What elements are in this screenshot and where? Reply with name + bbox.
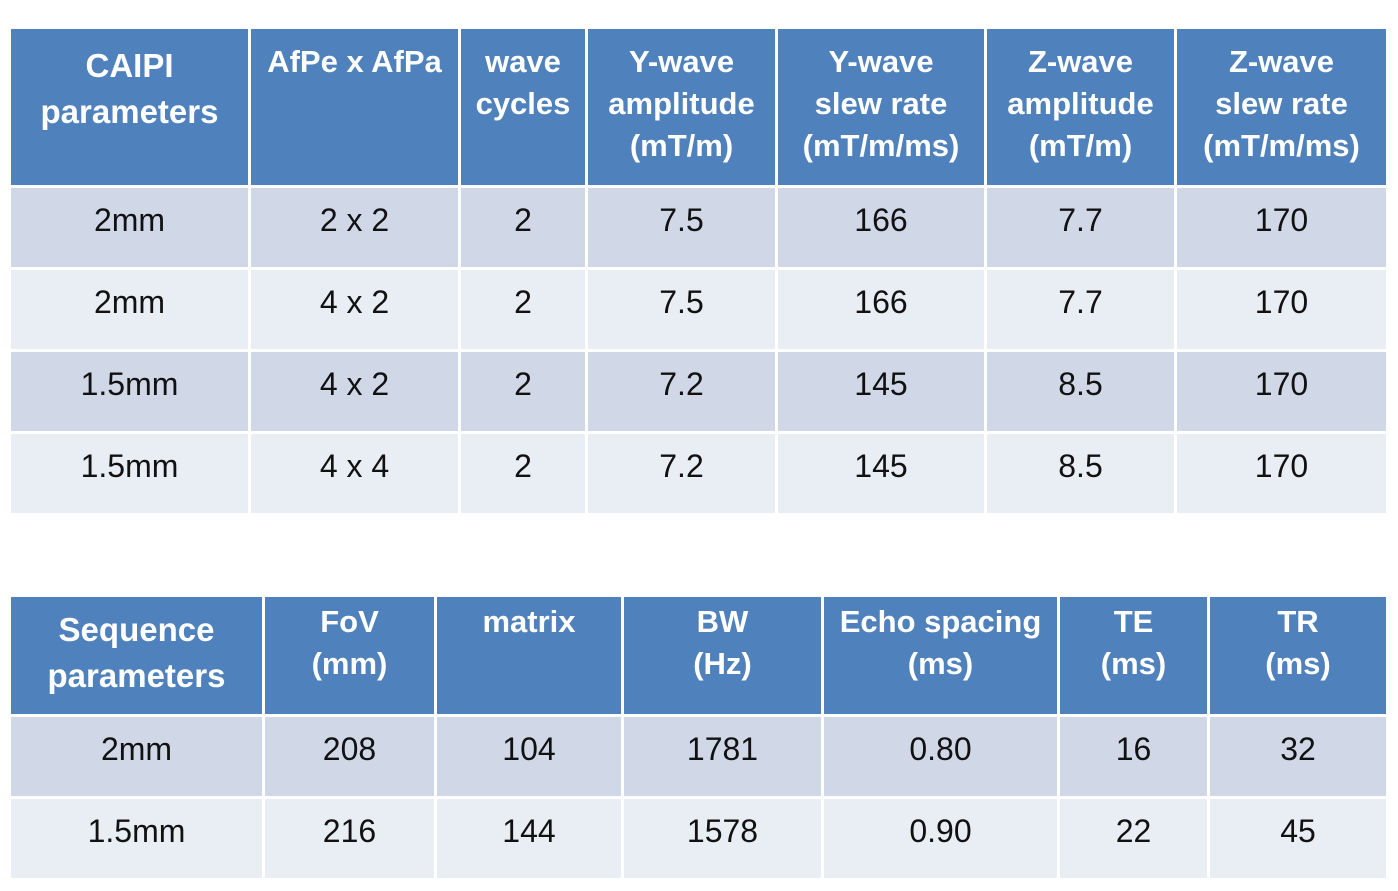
table-header-row: Sequence parameters FoV (mm) matrix BW (… [8, 594, 1389, 717]
header-line: (mT/m) [1028, 128, 1133, 163]
table-cell: 7.7 [984, 267, 1177, 352]
header-matrix: matrix [434, 594, 624, 717]
table-header-row: CAIPI parameters AfPe x AfPa wave cycles… [8, 26, 1389, 188]
table-cell: 7.7 [984, 185, 1177, 270]
header-line: (Hz) [693, 646, 752, 681]
table-cell: 2 x 2 [248, 185, 461, 270]
table-row: 1.5mm 4 x 4 2 7.2 145 8.5 170 [8, 431, 1389, 516]
header-z-wave-amplitude: Z-wave amplitude (mT/m) [984, 26, 1177, 188]
caipi-parameters-table: CAIPI parameters AfPe x AfPa wave cycles… [8, 26, 1389, 516]
table-cell: 145 [775, 431, 987, 516]
header-line: TE [1113, 604, 1154, 639]
table-row: 2mm 2 x 2 2 7.5 166 7.7 170 [8, 185, 1389, 270]
header-z-wave-slew-rate: Z-wave slew rate (mT/m/ms) [1174, 26, 1389, 188]
table-cell: 2 [458, 349, 588, 434]
header-line: BW [696, 604, 749, 639]
table-cell: 45 [1207, 796, 1389, 881]
header-bw: BW (Hz) [621, 594, 824, 717]
table-cell: 170 [1174, 185, 1389, 270]
header-line: AfPe x AfPa [267, 44, 442, 79]
table-cell: 16 [1057, 714, 1210, 799]
header-line: (mm) [311, 646, 388, 681]
header-line: slew rate [1215, 86, 1348, 121]
header-line: (mT/m/ms) [1203, 128, 1360, 163]
table-cell: 170 [1174, 431, 1389, 516]
header-y-wave-amplitude: Y-wave amplitude (mT/m) [585, 26, 778, 188]
header-line: Z-wave [1228, 44, 1335, 79]
header-y-wave-slew-rate: Y-wave slew rate (mT/m/ms) [775, 26, 987, 188]
table-cell: 170 [1174, 267, 1389, 352]
table-cell: 0.90 [821, 796, 1060, 881]
table-cell: 32 [1207, 714, 1389, 799]
header-afpe-afpa: AfPe x AfPa [248, 26, 461, 188]
table-cell: 4 x 2 [248, 267, 461, 352]
header-line: matrix [482, 604, 576, 639]
table-cell: 1781 [621, 714, 824, 799]
header-line: (mT/m) [629, 128, 734, 163]
table-cell: 4 x 2 [248, 349, 461, 434]
table-cell: 2mm [8, 185, 251, 270]
table-cell: 2 [458, 431, 588, 516]
table-cell: 1.5mm [8, 796, 265, 881]
header-line: Sequence [58, 611, 215, 648]
header-line: Y-wave [828, 44, 934, 79]
table-cell: 0.80 [821, 714, 1060, 799]
table-cell: 2mm [8, 267, 251, 352]
header-line: Y-wave [628, 44, 735, 79]
header-fov: FoV (mm) [262, 594, 437, 717]
header-echo-spacing: Echo spacing (ms) [821, 594, 1060, 717]
table-cell: 1.5mm [8, 431, 251, 516]
header-line: (ms) [1100, 646, 1167, 681]
table-row: 2mm 208 104 1781 0.80 16 32 [8, 714, 1389, 799]
table-cell: 2 [458, 267, 588, 352]
header-line: slew rate [814, 86, 948, 121]
table-cell: 22 [1057, 796, 1210, 881]
header-line: amplitude [608, 86, 755, 121]
table-row: 1.5mm 216 144 1578 0.90 22 45 [8, 796, 1389, 881]
table-cell: 166 [775, 267, 987, 352]
table-cell: 170 [1174, 349, 1389, 434]
table-cell: 144 [434, 796, 624, 881]
table-cell: 7.2 [585, 349, 778, 434]
table-cell: 8.5 [984, 349, 1177, 434]
table-cell: 7.5 [585, 185, 778, 270]
table-cell: 2 [458, 185, 588, 270]
header-line: Echo spacing [839, 604, 1042, 639]
header-line: amplitude [1007, 86, 1154, 121]
header-line: FoV [320, 604, 379, 639]
header-te: TE (ms) [1057, 594, 1210, 717]
table-cell: 166 [775, 185, 987, 270]
header-line: parameters [40, 93, 219, 130]
header-line: CAIPI [85, 47, 174, 84]
table-cell: 8.5 [984, 431, 1177, 516]
table-cell: 7.5 [585, 267, 778, 352]
table-cell: 1578 [621, 796, 824, 881]
header-line: (ms) [1265, 646, 1331, 681]
header-line: parameters [47, 657, 226, 694]
table-cell: 1.5mm [8, 349, 251, 434]
header-caipi-parameters: CAIPI parameters [8, 26, 251, 188]
table-row: 2mm 4 x 2 2 7.5 166 7.7 170 [8, 267, 1389, 352]
sequence-parameters-table: Sequence parameters FoV (mm) matrix BW (… [8, 594, 1389, 881]
table-cell: 4 x 4 [248, 431, 461, 516]
table-cell: 7.2 [585, 431, 778, 516]
header-line: TR [1277, 604, 1319, 639]
header-sequence-parameters: Sequence parameters [8, 594, 265, 717]
header-line: cycles [475, 86, 571, 121]
table-cell: 216 [262, 796, 437, 881]
header-line: (mT/m/ms) [802, 128, 960, 163]
header-tr: TR (ms) [1207, 594, 1389, 717]
table-cell: 145 [775, 349, 987, 434]
header-wave-cycles: wave cycles [458, 26, 588, 188]
header-line: wave [485, 44, 561, 79]
table-cell: 208 [262, 714, 437, 799]
header-line: (ms) [907, 646, 974, 681]
header-line: Z-wave [1027, 44, 1134, 79]
table-row: 1.5mm 4 x 2 2 7.2 145 8.5 170 [8, 349, 1389, 434]
table-cell: 2mm [8, 714, 265, 799]
table-cell: 104 [434, 714, 624, 799]
